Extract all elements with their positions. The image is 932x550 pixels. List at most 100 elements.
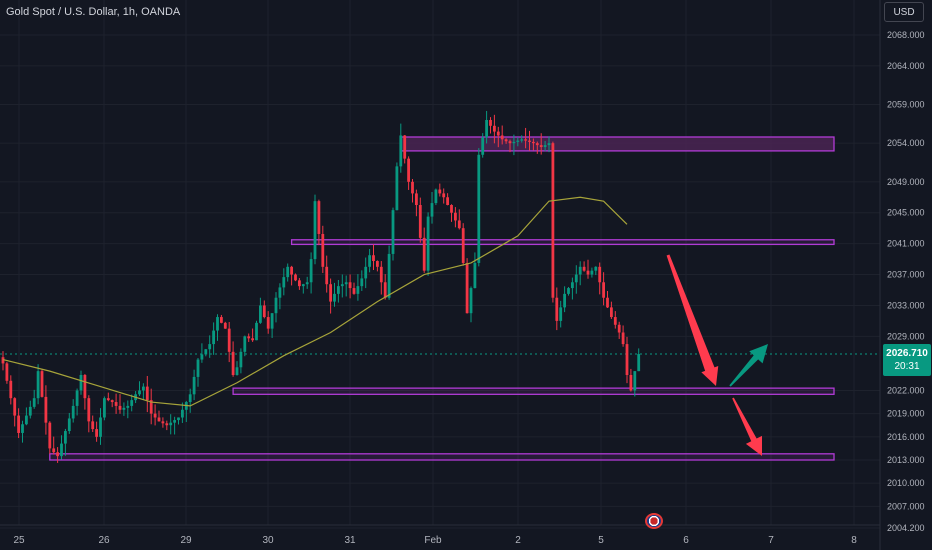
candle (309, 252, 313, 294)
candle-body (67, 418, 71, 432)
candle-body (173, 420, 176, 423)
last-price-value: 2026.710 (886, 348, 928, 359)
candle-body (266, 317, 270, 329)
candle-body (500, 135, 504, 140)
candle (270, 313, 274, 338)
candle-body (122, 407, 126, 410)
candle (130, 394, 134, 412)
down-arrow-secondary[interactable] (732, 397, 762, 456)
support-zone[interactable] (232, 387, 835, 395)
candle-body (489, 120, 492, 126)
candle-body (309, 259, 313, 283)
resistance-line[interactable] (290, 239, 835, 246)
candle-body (251, 338, 254, 341)
candle-body (196, 359, 200, 377)
candle (438, 183, 442, 197)
candle (567, 286, 570, 296)
candle-body (465, 262, 469, 314)
candle-body (383, 282, 387, 298)
candle (446, 193, 449, 206)
candle-body (243, 336, 247, 352)
candle-body (110, 400, 114, 403)
candle-body (493, 125, 496, 132)
candle (528, 130, 531, 151)
symbol-title[interactable]: Gold Spot / U.S. Dollar, 1h, OANDA (6, 6, 181, 18)
candle-body (64, 431, 67, 444)
candle (637, 348, 641, 372)
last-price-tag: 2026.710 20:31 (883, 344, 931, 376)
candle (188, 388, 192, 413)
candle (231, 341, 235, 377)
candle-body (613, 317, 617, 325)
candle (247, 333, 251, 342)
candle (387, 245, 391, 300)
candle-body (274, 297, 278, 314)
candle (477, 148, 481, 267)
candle-body (60, 443, 63, 457)
candle (208, 335, 212, 358)
currency-button[interactable]: USD (884, 2, 924, 22)
candle (298, 278, 301, 290)
candle-body (106, 398, 110, 401)
candle (555, 287, 559, 331)
candle-body (508, 141, 512, 144)
candle-body (220, 317, 223, 323)
candles (1, 110, 641, 463)
candle (192, 369, 196, 401)
candle-body (235, 367, 239, 375)
candle-body (294, 274, 297, 281)
candle-body (259, 305, 262, 323)
candle (21, 420, 24, 443)
candle-body (192, 376, 196, 395)
candle (313, 194, 317, 265)
supply-zone[interactable] (400, 136, 835, 152)
lower-support-zone[interactable] (49, 453, 835, 461)
candle-body (430, 203, 434, 217)
candle-body (169, 422, 173, 426)
candle-body (524, 139, 527, 141)
candle (473, 252, 477, 289)
candle-body (305, 282, 309, 285)
candle (524, 127, 527, 149)
candle (415, 189, 418, 217)
candle (9, 375, 13, 405)
candle (305, 276, 309, 289)
candle-body (348, 282, 352, 289)
projection-arrows (666, 254, 768, 456)
candle-body (126, 405, 130, 408)
candle (118, 394, 122, 414)
candle (602, 272, 605, 306)
candle (87, 395, 91, 433)
candle (621, 325, 625, 347)
candle-body (485, 120, 488, 138)
candle-body (426, 216, 430, 271)
candle (489, 117, 492, 134)
candle (28, 400, 32, 419)
price-tick-label: 2022.000 (887, 385, 925, 395)
us-flag-icon[interactable] (645, 513, 663, 529)
candle (399, 123, 403, 173)
candle-body (212, 330, 215, 345)
candle (48, 421, 52, 454)
candle-body (602, 282, 605, 298)
candle (227, 321, 231, 363)
candle-body (83, 375, 87, 399)
candle (44, 385, 48, 435)
candle (243, 335, 247, 357)
candle (504, 138, 508, 144)
price-tick-label: 2016.000 (887, 432, 925, 442)
candle (516, 137, 520, 147)
candle-body (231, 351, 235, 375)
candle (216, 314, 219, 341)
candle (286, 263, 290, 282)
down-arrow-main[interactable] (666, 254, 719, 386)
time-axis: 25 26 29 30 31 Feb 2 5 6 7 8 (13, 535, 857, 546)
up-arrow[interactable] (729, 344, 768, 387)
candle-body (9, 380, 13, 399)
candle (266, 311, 270, 334)
candle-body (403, 135, 407, 159)
candle (13, 397, 17, 427)
price-tick-label: 2059.000 (887, 100, 925, 110)
candle-body (188, 394, 192, 403)
